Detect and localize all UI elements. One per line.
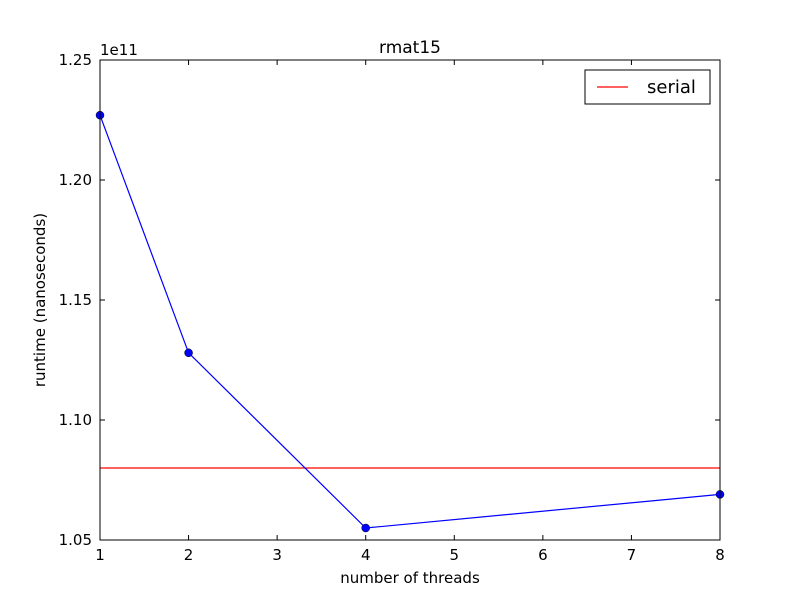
series-line-0 xyxy=(99,114,721,529)
y-axis-label: runtime (nanoseconds) xyxy=(31,213,49,387)
legend-label-serial: serial xyxy=(647,77,696,98)
y-tick-label: 1.05 xyxy=(59,531,92,549)
x-tick-label: 6 xyxy=(538,546,548,564)
x-tick-label: 4 xyxy=(361,546,371,564)
x-tick-label: 8 xyxy=(715,546,725,564)
x-tick-label: 5 xyxy=(450,546,460,564)
y-tick-label: 1.25 xyxy=(59,51,92,69)
x-tick-label: 3 xyxy=(272,546,282,564)
y-tick-label: 1.20 xyxy=(59,171,92,189)
x-tick-label: 1 xyxy=(95,546,105,564)
y-tick-label: 1.15 xyxy=(59,291,92,309)
data-point xyxy=(184,348,193,358)
data-point xyxy=(361,523,370,533)
chart-title: rmat15 xyxy=(379,38,441,58)
x-axis-label: number of threads xyxy=(340,569,480,587)
x-tick-label: 2 xyxy=(184,546,194,564)
y-tick-label: 1.10 xyxy=(59,411,92,429)
x-tick-label: 7 xyxy=(627,546,637,564)
axis-ticks: 1 2 3 4 5 6 7 8 1.05 1.10 1.15 1.20 1.25 xyxy=(59,51,725,564)
y-offset-label: 1e11 xyxy=(100,41,138,59)
legend: serial xyxy=(584,69,711,105)
plot-marks xyxy=(95,110,725,533)
